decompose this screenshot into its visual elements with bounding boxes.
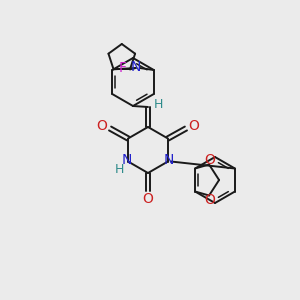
Text: O: O [205, 152, 215, 167]
Text: O: O [97, 119, 107, 134]
Text: O: O [142, 192, 153, 206]
Text: F: F [118, 61, 126, 75]
Text: N: N [130, 60, 141, 74]
Text: N: N [164, 154, 174, 167]
Text: H: H [153, 98, 163, 110]
Text: O: O [205, 194, 215, 208]
Text: N: N [122, 154, 132, 167]
Text: O: O [188, 119, 200, 134]
Text: H: H [114, 163, 124, 176]
